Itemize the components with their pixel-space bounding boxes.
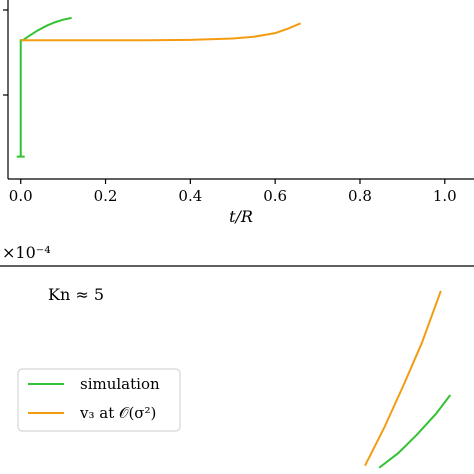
bottom-panel: ×10⁻⁴ Kn ≈ 5 simulation v₃ at 𝒪(σ²)	[0, 243, 474, 469]
top-series	[16, 16, 301, 158]
kn-annotation: Kn ≈ 5	[48, 285, 104, 304]
bottom-series	[364, 290, 452, 469]
top-series-line-0	[19, 16, 72, 157]
top-x-tick-label: 0.8	[348, 187, 372, 205]
legend: simulation v₃ at 𝒪(σ²)	[17, 368, 181, 432]
top-x-tick-label: 0.2	[94, 187, 118, 205]
bottom-series-line-1	[364, 290, 442, 467]
top-x-tick-label: 1.0	[433, 187, 457, 205]
scale-note: ×10⁻⁴	[2, 243, 51, 262]
legend-v3-label: v₃ at 𝒪(σ²)	[79, 404, 156, 422]
top-series-line-1	[20, 22, 301, 42]
top-panel: 0.0 0.2 0.4 0.6 0.8 1.0 t/R	[3, 0, 474, 226]
top-x-tick-label: 0.6	[263, 187, 287, 205]
top-x-tick-label: 0.4	[178, 187, 202, 205]
top-x-ticks: 0.0 0.2 0.4 0.6 0.8 1.0	[9, 179, 457, 205]
top-x-tick-label: 0.0	[9, 187, 33, 205]
legend-simulation-label: simulation	[80, 375, 160, 393]
bottom-series-line-0	[378, 394, 452, 469]
top-x-axis-label: t/R	[229, 207, 253, 226]
